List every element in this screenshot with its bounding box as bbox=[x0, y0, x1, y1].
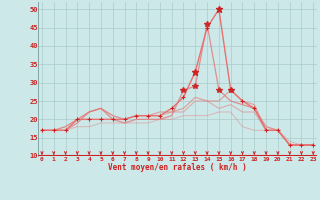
X-axis label: Vent moyen/en rafales ( km/h ): Vent moyen/en rafales ( km/h ) bbox=[108, 163, 247, 172]
